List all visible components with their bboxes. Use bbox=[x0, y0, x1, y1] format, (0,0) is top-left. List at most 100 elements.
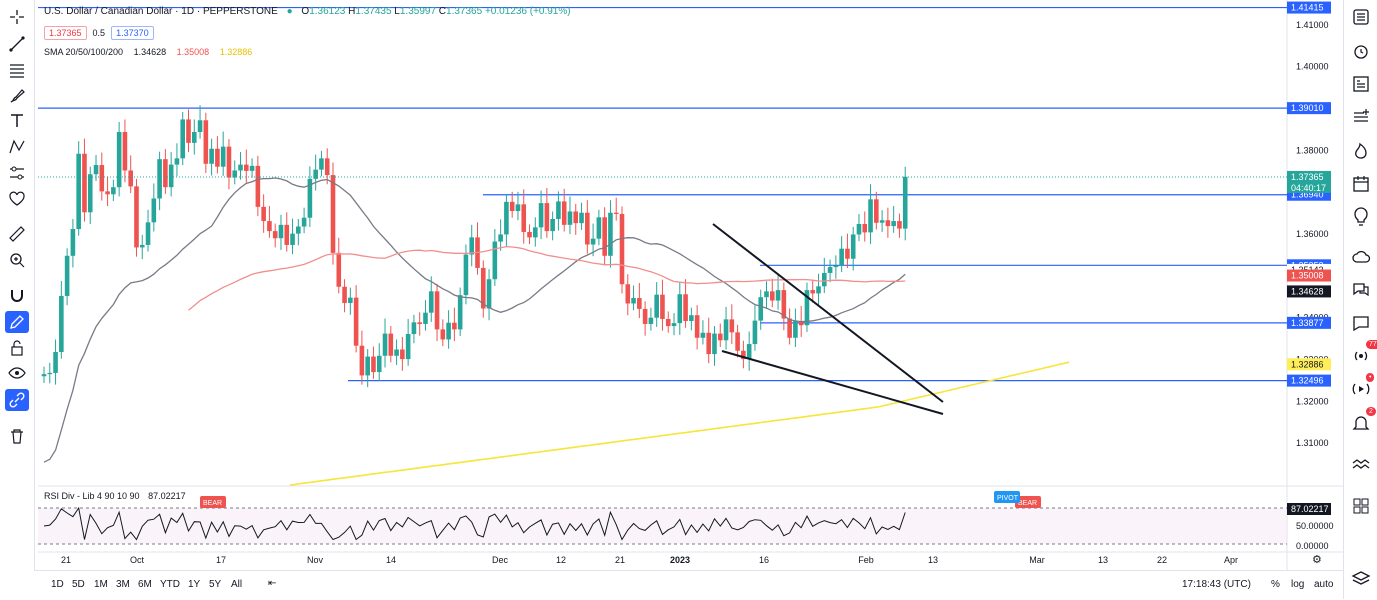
text-icon bbox=[11, 114, 23, 127]
chats-button[interactable] bbox=[1350, 279, 1372, 301]
sync-drawings-tool[interactable] bbox=[5, 389, 29, 411]
range-1d[interactable]: 1D bbox=[51, 579, 64, 590]
sma-legend[interactable]: SMA 20/50/100/200 1.34628 1.35008 1.3288… bbox=[44, 47, 260, 57]
list-add-icon bbox=[1354, 109, 1369, 122]
candle-body bbox=[625, 284, 631, 304]
log-scale-button[interactable]: log bbox=[1291, 579, 1305, 590]
comments-button[interactable] bbox=[1350, 312, 1372, 334]
candle-body bbox=[457, 295, 463, 330]
magnet-tool[interactable] bbox=[5, 285, 29, 307]
ruler-tool[interactable] bbox=[5, 223, 29, 245]
pattern-icon bbox=[9, 139, 25, 154]
trading-panel-button[interactable] bbox=[1350, 453, 1372, 475]
auto-scale-button[interactable]: auto bbox=[1314, 579, 1334, 590]
candle-body bbox=[868, 199, 873, 233]
hot-button[interactable] bbox=[1350, 139, 1372, 161]
favorites-tool[interactable] bbox=[5, 188, 29, 210]
calendar-button[interactable] bbox=[1350, 173, 1372, 195]
range-6m[interactable]: 6M bbox=[138, 579, 152, 590]
clock-readout[interactable]: 17:18:43 (UTC) bbox=[1182, 579, 1251, 590]
hide-tool[interactable] bbox=[5, 362, 29, 384]
brush-tool[interactable] bbox=[5, 85, 29, 107]
sma200-price-tag bbox=[1287, 358, 1331, 371]
range-3m[interactable]: 3M bbox=[116, 579, 130, 590]
time-tick-label: 21 bbox=[615, 555, 625, 565]
candle-body bbox=[255, 165, 261, 207]
data-window-button[interactable] bbox=[1350, 73, 1372, 95]
candle-body bbox=[550, 218, 555, 232]
percent-scale-button[interactable]: % bbox=[1271, 579, 1280, 590]
trend-line-icon bbox=[9, 36, 25, 52]
stay-drawing-tool[interactable] bbox=[5, 311, 29, 333]
candle-body bbox=[348, 297, 353, 304]
goto-date-icon[interactable]: ⇤ bbox=[268, 578, 277, 589]
candle-body bbox=[111, 187, 116, 195]
range-5y[interactable]: 5Y bbox=[209, 579, 222, 590]
hotlists-button[interactable] bbox=[1350, 106, 1372, 128]
lock-tool[interactable] bbox=[5, 337, 29, 359]
waves-icon bbox=[1352, 459, 1370, 469]
ideas-button[interactable] bbox=[1350, 206, 1372, 228]
candle-body bbox=[452, 322, 457, 330]
candle-body bbox=[232, 170, 238, 178]
candle-body bbox=[400, 349, 405, 360]
alerts-bell-button[interactable]: 2 bbox=[1350, 407, 1376, 434]
candle-body bbox=[134, 186, 139, 248]
text-tool[interactable] bbox=[5, 110, 29, 132]
candle-body bbox=[492, 241, 498, 280]
rsi-legend[interactable]: RSI Div - Lib 4 90 10 90 87.02217 bbox=[44, 491, 186, 501]
layers-button[interactable] bbox=[1350, 568, 1372, 590]
wedge-upper-line bbox=[712, 223, 944, 403]
forecast-tool[interactable] bbox=[5, 162, 29, 184]
candle-body bbox=[712, 333, 717, 355]
level-price-tag bbox=[1287, 316, 1331, 329]
buy-button[interactable]: 1.37370 bbox=[111, 26, 154, 40]
market-status-icon: ● bbox=[286, 6, 293, 17]
scale-settings-icon: ⚙ bbox=[1312, 554, 1322, 566]
candle-body bbox=[53, 351, 58, 373]
zoom-tool[interactable] bbox=[5, 249, 29, 271]
alerts-button[interactable] bbox=[1350, 40, 1372, 62]
dom-button[interactable] bbox=[1350, 495, 1372, 517]
delete-tool[interactable] bbox=[5, 425, 29, 447]
candle-body bbox=[573, 211, 579, 224]
live-button[interactable]: • bbox=[1350, 373, 1375, 400]
pattern-tool[interactable] bbox=[5, 136, 29, 158]
candle-body bbox=[215, 148, 220, 167]
candle-body bbox=[376, 355, 382, 373]
flame-icon bbox=[1355, 142, 1367, 159]
candle-body bbox=[145, 222, 151, 245]
candle-body bbox=[353, 297, 359, 346]
watchlist-button[interactable] bbox=[1350, 6, 1372, 28]
candle-body bbox=[336, 252, 342, 287]
range-5d[interactable]: 5D bbox=[72, 579, 85, 590]
trend-line-tool[interactable] bbox=[5, 33, 29, 55]
candle-body bbox=[157, 159, 162, 199]
ohlc-values: O1.36123 H1.37435 L1.35997 C1.37365 +0.0… bbox=[301, 6, 571, 17]
candle-body bbox=[267, 221, 272, 232]
sell-button[interactable]: 1.37365 bbox=[44, 26, 87, 40]
fib-tool[interactable] bbox=[5, 59, 29, 81]
time-tick-label: Dec bbox=[492, 555, 509, 565]
sma100-price-tag bbox=[1287, 269, 1331, 282]
level-price-tag bbox=[1287, 374, 1331, 387]
range-1y[interactable]: 1Y bbox=[188, 579, 201, 590]
candle-body bbox=[637, 298, 642, 309]
level-price-label: 1.32496 bbox=[1291, 376, 1324, 386]
candle-body bbox=[850, 234, 856, 259]
streams-button[interactable] bbox=[1350, 246, 1372, 268]
candle-body bbox=[278, 224, 284, 239]
candle-body bbox=[793, 321, 798, 338]
symbol-title[interactable]: U.S. Dollar / Canadian Dollar · 1D · PEP… bbox=[44, 6, 278, 17]
candle-body bbox=[585, 212, 590, 245]
candle-body bbox=[671, 323, 677, 327]
range-all[interactable]: All bbox=[231, 579, 243, 590]
range-ytd[interactable]: YTD bbox=[160, 579, 180, 590]
candle-body bbox=[99, 165, 105, 192]
sma50-line bbox=[43, 177, 906, 463]
candle-body bbox=[677, 294, 683, 324]
notifications-button[interactable]: 772 bbox=[1350, 340, 1377, 367]
crosshair-tool[interactable] bbox=[5, 6, 29, 28]
range-1m[interactable]: 1M bbox=[94, 579, 108, 590]
